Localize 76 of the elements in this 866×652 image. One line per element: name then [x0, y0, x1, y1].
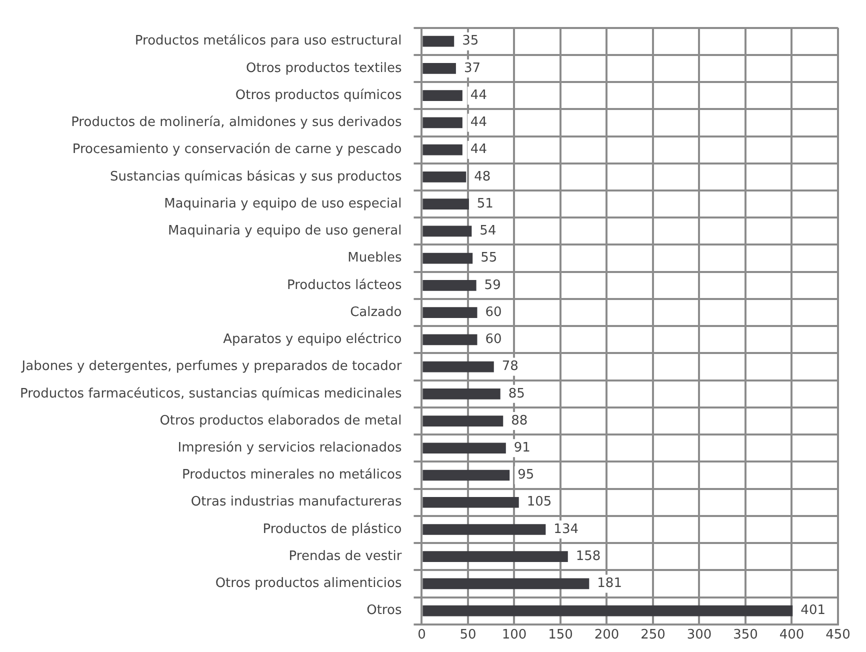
bar [422, 470, 510, 481]
x-tick-label: 350 [733, 628, 758, 643]
data-label: 54 [480, 224, 496, 239]
y-tick-label: Aparatos y equipo eléctrico [223, 332, 402, 348]
y-tick-label: Impresión y servicios relacionados [178, 440, 402, 456]
bar [422, 496, 519, 508]
data-label: 55 [480, 250, 498, 266]
y-tick-label: Productos minerales no metálicos [182, 468, 402, 483]
y-tick-label: Calzado [350, 304, 402, 320]
data-label: 88 [511, 413, 528, 428]
y-tick-label: Procesamiento y conservación de carne y pescado [72, 142, 402, 158]
data-label: 95 [518, 468, 534, 483]
data-label: 59 [484, 278, 501, 293]
y-tick-label: Otros productos textiles [246, 60, 402, 76]
y-tick-label: Jabones y detergentes, perfumes y preparados de tocador [20, 359, 402, 374]
x-tick-label: 250 [640, 628, 666, 643]
bar [422, 388, 500, 400]
data-label: 134 [554, 522, 579, 537]
data-label: 158 [576, 548, 601, 564]
y-tick-label: Productos farmacéuticos, sustancias químicas medicinales [20, 386, 402, 402]
bar [422, 117, 462, 128]
data-label: 91 [514, 440, 530, 456]
bar [422, 605, 793, 616]
y-tick-label: Muebles [348, 250, 402, 266]
bar [422, 551, 568, 562]
data-label: 44 [470, 142, 487, 158]
y-tick-label: Otros productos elaborados de metal [160, 413, 402, 428]
data-label: 44 [470, 115, 487, 130]
y-tick-label: Productos de molinería, almidones y sus derivados [71, 115, 402, 130]
y-tick-label: Sustancias químicas básicas y sus productos [110, 169, 402, 184]
y-tick-label: Otros productos alimenticios [215, 576, 402, 592]
bar [422, 334, 478, 346]
y-tick-label: Prendas de vestir [288, 548, 402, 564]
data-label: 35 [462, 34, 479, 49]
bar [422, 307, 478, 318]
bar [422, 63, 456, 74]
data-label: 78 [502, 359, 518, 374]
bar [422, 226, 472, 237]
bar [422, 578, 590, 590]
bar [422, 442, 506, 454]
y-tick-label: Productos de plástico [262, 522, 402, 537]
bar [422, 524, 546, 535]
data-label: 401 [800, 603, 826, 618]
x-tick-label: 300 [686, 628, 712, 643]
bar [422, 36, 454, 47]
y-tick-label: Maquinaria y equipo de uso especial [164, 196, 402, 212]
x-tick-label: 450 [826, 628, 850, 643]
bar [422, 361, 494, 372]
bar [422, 172, 466, 182]
data-label: 60 [485, 332, 502, 348]
data-label: 105 [526, 494, 552, 510]
bar [422, 90, 462, 102]
x-tick-label: 200 [594, 628, 620, 643]
data-label: 60 [485, 304, 502, 320]
data-label: 48 [474, 169, 491, 184]
y-tick-label: Productos metálicos para uso estructural [134, 34, 402, 49]
data-label: 51 [476, 196, 494, 212]
y-tick-label: Productos lácteos [286, 278, 402, 293]
bar [422, 144, 462, 156]
bar [422, 252, 473, 264]
y-tick-label: Otras industrias manufactureras [190, 494, 402, 510]
y-tick-label: Maquinaria y equipo de uso general [168, 224, 402, 239]
bar [422, 280, 476, 291]
data-label: 181 [597, 576, 622, 592]
x-tick-label: 400 [779, 628, 804, 643]
y-tick-label: Otros [366, 603, 402, 618]
data-label: 44 [470, 88, 487, 103]
x-tick-label: 0 [418, 628, 426, 643]
y-tick-label: Otros productos químicos [235, 88, 402, 103]
data-label: 85 [508, 386, 525, 402]
bar [422, 416, 504, 426]
x-tick-label: 50 [460, 628, 476, 643]
data-label: 37 [464, 60, 481, 76]
x-tick-label: 150 [548, 628, 573, 643]
x-tick-label: 100 [502, 628, 527, 643]
bar [422, 198, 469, 210]
